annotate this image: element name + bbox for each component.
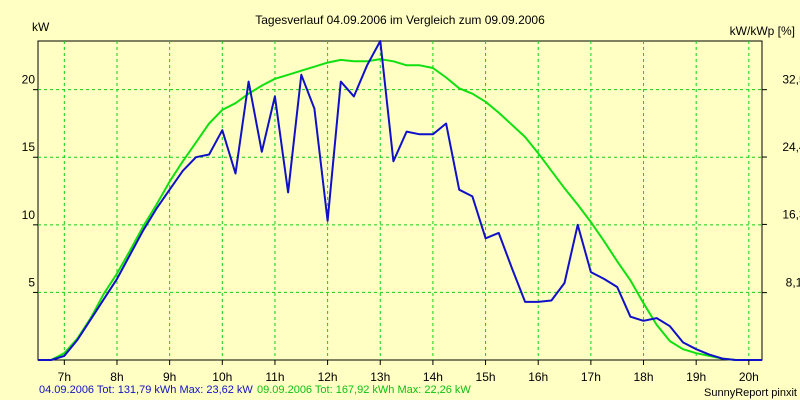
y-tick-label: 5 (28, 275, 35, 289)
footer-series1-summary: 04.09.2006 Tot: 131,79 kWh Max: 23,62 kW (39, 384, 253, 396)
x-tick-label: 15h (476, 370, 496, 384)
y-axis-label: kW (32, 20, 50, 34)
x-tick-label: 17h (581, 370, 601, 384)
x-tick-label: 9h (163, 370, 176, 384)
x-tick-label: 11h (265, 370, 284, 384)
y-tick-label: 10 (22, 208, 36, 222)
x-tick-label: 16h (528, 370, 548, 384)
x-tick-label: 7h (58, 370, 71, 384)
y2-axis-ticks: 8,1 16,3 24,4 32,5 (762, 73, 800, 294)
y2-tick-label: 16,3 (782, 207, 800, 221)
x-axis-ticks: 7h 8h 9h 10h 11h 12h 13h 14h 15h 16h 17h 18h 19h 20h (58, 360, 759, 384)
x-tick-label: 12h (318, 370, 338, 384)
series-line-1 (38, 40, 762, 361)
y2-tick-label: 8,1 (786, 276, 800, 290)
grid (38, 41, 762, 360)
plot-area (37, 40, 763, 361)
x-tick-label: 13h (370, 370, 390, 384)
footer-credit: SunnyReport pinxit (704, 387, 797, 399)
series-layer (38, 40, 762, 361)
chart-title: Tagesverlauf 04.09.2006 im Vergleich zum… (255, 13, 545, 27)
footer-series2-summary: 09.09.2006 Tot: 167,92 kWh Max: 22,26 kW (257, 384, 471, 396)
x-tick-label: 19h (686, 370, 706, 384)
x-tick-label: 14h (423, 370, 443, 384)
y2-tick-label: 32,5 (782, 73, 800, 87)
y-tick-label: 20 (22, 73, 36, 87)
y-axis-ticks: 5 10 15 20 (22, 73, 38, 293)
x-tick-label: 8h (110, 370, 123, 384)
y2-tick-label: 24,4 (782, 140, 800, 154)
x-tick-label: 18h (634, 370, 654, 384)
x-tick-label: 10h (212, 370, 232, 384)
y2-axis-label: kW/kWp [%] (730, 24, 795, 38)
y-tick-label: 15 (22, 140, 36, 154)
series-line-2 (38, 58, 762, 361)
x-tick-label: 20h (739, 370, 759, 384)
